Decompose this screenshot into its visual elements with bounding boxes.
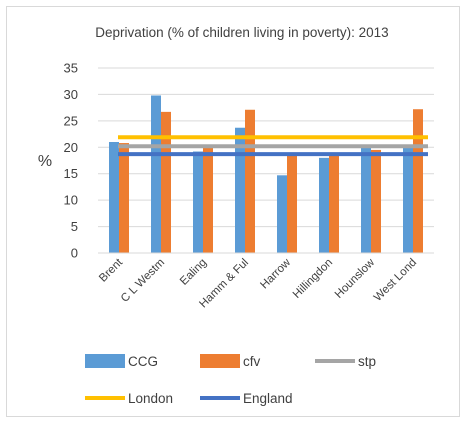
- y-tick-labels: 0 5 10 15 20 25 30 35: [64, 61, 78, 261]
- reference-lines: [118, 135, 428, 157]
- bar-cfv-3: [203, 147, 213, 253]
- bar-ccg-5: [277, 175, 287, 253]
- legend-swatch-cfv: [200, 354, 240, 368]
- y-tick-label: 10: [64, 193, 78, 208]
- bars: [109, 95, 423, 253]
- y-tick-label: 0: [71, 246, 78, 261]
- bar-cfv-5: [287, 153, 297, 253]
- legend-label-ccg: CCG: [128, 354, 158, 369]
- y-tick-label: 35: [64, 61, 78, 76]
- bar-ccg-7: [361, 147, 371, 253]
- y-tick-label: 25: [64, 113, 78, 128]
- bar-cfv-6: [329, 154, 339, 253]
- chart-title: Deprivation (% of children living in pov…: [95, 25, 388, 40]
- bar-cfv-7: [371, 149, 381, 253]
- legend-label-stp: stp: [358, 354, 376, 369]
- y-tick-label: 5: [71, 219, 78, 234]
- legend-label-london: London: [128, 391, 173, 406]
- bar-cfv-2: [161, 111, 171, 253]
- y-tick-label: 30: [64, 87, 78, 102]
- chart-border: [6, 6, 460, 417]
- y-tick-label: 15: [64, 166, 78, 181]
- legend-swatch-ccg: [85, 354, 125, 368]
- y-axis-label: %: [38, 153, 52, 170]
- bar-cfv-4: [245, 109, 255, 253]
- bar-ccg-6: [319, 157, 329, 253]
- bar-ccg-2: [151, 95, 161, 253]
- bar-cfv-8: [413, 109, 423, 253]
- legend-label-cfv: cfv: [243, 354, 261, 369]
- bar-ccg-8: [403, 147, 413, 253]
- bar-ccg-1: [109, 142, 119, 253]
- legend-label-england: England: [243, 391, 293, 406]
- bar-ccg-4: [235, 127, 245, 253]
- bar-cfv-1: [119, 143, 129, 253]
- y-tick-label: 20: [64, 140, 78, 155]
- legend: CCG cfv stp London England: [85, 354, 376, 406]
- bar-ccg-3: [193, 151, 203, 253]
